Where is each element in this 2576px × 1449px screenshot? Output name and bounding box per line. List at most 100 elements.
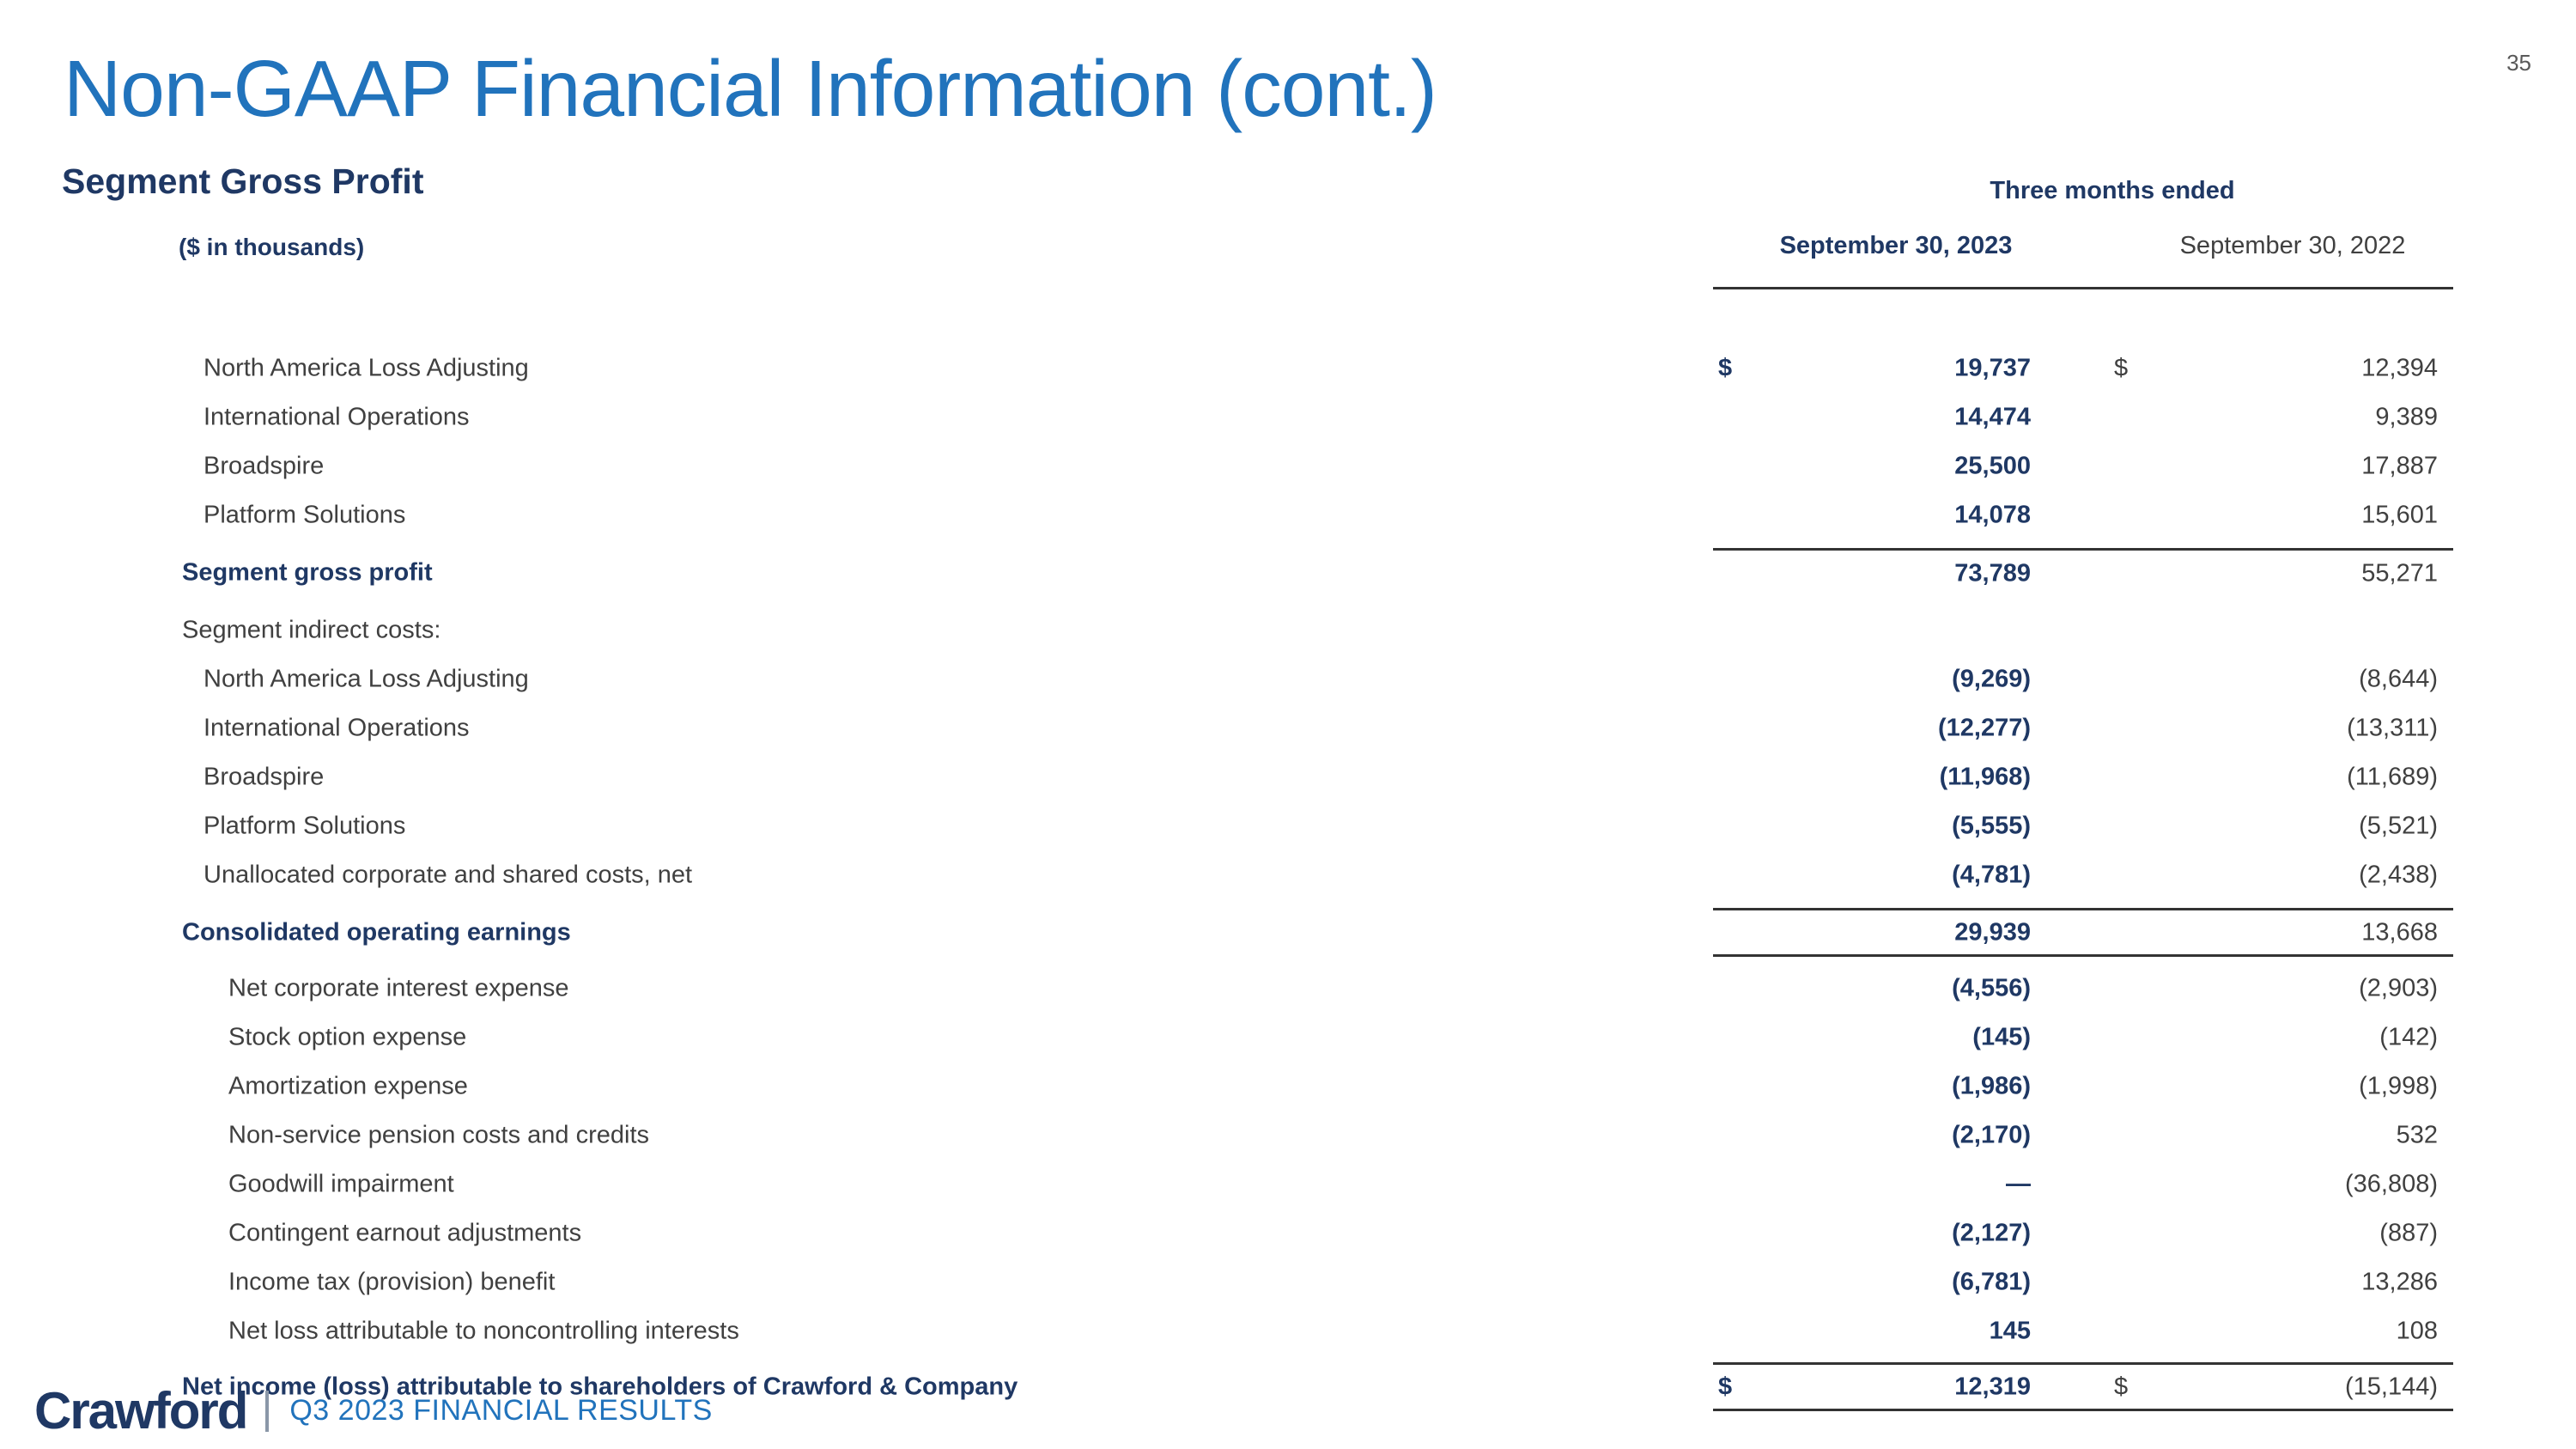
table-row: Platform Solutions (5,555) (5,521) (0, 801, 2576, 850)
value-2023: (5,555) (1952, 812, 2031, 839)
table-row: North America Loss Adjusting $ 19,737 $ … (0, 344, 2576, 393)
value-2022: (8,644) (2359, 665, 2438, 692)
row-values: (4,781) (2,438) (1713, 850, 2453, 899)
table-row: Broadspire 25,500 17,887 (0, 441, 2576, 490)
row-label: Income tax (provision) benefit (228, 1268, 556, 1295)
value-2023: 14,078 (1954, 501, 2031, 528)
table-row: Net loss attributable to noncontrolling … (0, 1306, 2576, 1355)
dollar-2023: $ (1718, 354, 1733, 381)
value-2022: 12,394 (2361, 354, 2438, 381)
value-2022: 532 (2396, 1121, 2438, 1148)
row-label: International Operations (204, 714, 470, 741)
value-2023: 25,500 (1954, 452, 2031, 479)
table-row: Unallocated corporate and shared costs, … (0, 850, 2576, 899)
row-label: Contingent earnout adjustments (228, 1219, 582, 1246)
value-2022: (2,903) (2359, 974, 2438, 1002)
row-values: 25,500 17,887 (1713, 441, 2453, 490)
value-2022: (13,311) (2347, 714, 2438, 741)
table-row: Net corporate interest expense (4,556) (… (0, 964, 2576, 1013)
dollar-2023: $ (1718, 1373, 1733, 1400)
value-2022: (887) (2379, 1219, 2438, 1246)
table-row: Segment indirect costs: (0, 606, 2576, 654)
row-values: $ 19,737 $ 12,394 (1713, 344, 2453, 393)
table-row: Amortization expense (1,986) (1,998) (0, 1062, 2576, 1111)
table-row: Broadspire (11,968) (11,689) (0, 752, 2576, 801)
table-row: International Operations 14,474 9,389 (0, 393, 2576, 441)
value-2023: 145 (1989, 1317, 2031, 1344)
row-values: 14,078 15,601 (1713, 490, 2453, 539)
footer-caption: Q3 2023 FINANCIAL RESULTS (289, 1394, 713, 1427)
value-2023: 73,789 (1954, 559, 2031, 588)
value-2023: (145) (1972, 1023, 2031, 1050)
row-values: 73,789 55,271 (1713, 548, 2453, 597)
row-label: Net income (loss) attributable to shareh… (182, 1373, 1018, 1400)
row-values: 145 108 (1713, 1306, 2453, 1355)
value-2023: (2,170) (1952, 1121, 2031, 1148)
row-values: 14,474 9,389 (1713, 393, 2453, 441)
row-label: International Operations (204, 403, 470, 430)
value-2022: (2,438) (2359, 861, 2438, 888)
table-row: International Operations (12,277) (13,31… (0, 703, 2576, 752)
value-2022: 13,668 (2361, 918, 2438, 946)
page-title: Non-GAAP Financial Information (cont.) (64, 44, 1437, 133)
table-period-header: Three months ended (1990, 177, 2235, 204)
row-values (1713, 606, 2453, 654)
value-2023: (12,277) (1937, 714, 2031, 741)
row-label: Unallocated corporate and shared costs, … (204, 861, 693, 888)
row-label: Consolidated operating earnings (182, 918, 571, 946)
value-2022: (15,144) (2344, 1373, 2438, 1400)
value-2022: 17,887 (2361, 452, 2438, 479)
value-2022: 15,601 (2361, 501, 2438, 528)
section-subtitle: Segment Gross Profit (62, 161, 424, 201)
table-row: North America Loss Adjusting (9,269) (8,… (0, 654, 2576, 703)
row-values: (4,556) (2,903) (1713, 964, 2453, 1013)
value-2022: 55,271 (2361, 559, 2438, 588)
row-label: Segment gross profit (182, 558, 433, 586)
value-2022: (142) (2379, 1023, 2438, 1050)
value-2023: (4,781) (1952, 861, 2031, 888)
row-values: (9,269) (8,644) (1713, 654, 2453, 703)
dollar-2022: $ (2114, 354, 2129, 381)
row-label: Non-service pension costs and credits (228, 1121, 650, 1148)
value-2022: (36,808) (2344, 1170, 2438, 1197)
row-values: $ 12,319 $ (15,144) (1713, 1362, 2453, 1411)
table-row: Segment gross profit 73,789 55,271 (0, 548, 2576, 597)
value-2023: (6,781) (1952, 1268, 2031, 1295)
row-values: 29,939 13,668 (1713, 908, 2453, 957)
table-row: Stock option expense (145) (142) (0, 1013, 2576, 1062)
dollar-2022: $ (2114, 1373, 2129, 1400)
column-header-2022: September 30, 2022 (2179, 232, 2406, 259)
row-label: North America Loss Adjusting (204, 354, 529, 381)
row-values: (145) (142) (1713, 1013, 2453, 1062)
row-values: (2,127) (887) (1713, 1209, 2453, 1257)
value-2022: 13,286 (2361, 1268, 2438, 1295)
column-header-2023: September 30, 2023 (1779, 232, 2013, 259)
table-row: Income tax (provision) benefit (6,781) 1… (0, 1257, 2576, 1306)
value-2023: (9,269) (1952, 665, 2031, 692)
footer-divider (265, 1390, 270, 1432)
table-row: Contingent earnout adjustments (2,127) (… (0, 1209, 2576, 1257)
row-values: (1,986) (1,998) (1713, 1062, 2453, 1111)
row-label: Net loss attributable to noncontrolling … (228, 1317, 739, 1344)
row-label: Goodwill impairment (228, 1170, 454, 1197)
row-label: Segment indirect costs: (182, 616, 441, 643)
row-values: (12,277) (13,311) (1713, 703, 2453, 752)
financial-table: North America Loss Adjusting $ 19,737 $ … (0, 318, 2576, 1411)
value-2022: 9,389 (2375, 403, 2438, 430)
value-2022: (1,998) (2359, 1072, 2438, 1099)
row-label: Amortization expense (228, 1072, 468, 1099)
value-2023: (2,127) (1952, 1219, 2031, 1246)
value-2022: (11,689) (2347, 763, 2438, 790)
value-2023: (1,986) (1952, 1072, 2031, 1099)
table-row: Goodwill impairment — (36,808) (0, 1160, 2576, 1209)
row-label: Stock option expense (228, 1023, 467, 1050)
value-2023: 29,939 (1954, 918, 2031, 946)
crawford-logo: Crawford (34, 1382, 248, 1440)
value-2022: (5,521) (2359, 812, 2438, 839)
value-2023: 12,319 (1954, 1373, 2031, 1400)
value-2023: (4,556) (1952, 974, 2031, 1002)
units-label: ($ in thousands) (179, 234, 365, 260)
row-values: (5,555) (5,521) (1713, 801, 2453, 850)
value-2022: 108 (2396, 1317, 2438, 1344)
